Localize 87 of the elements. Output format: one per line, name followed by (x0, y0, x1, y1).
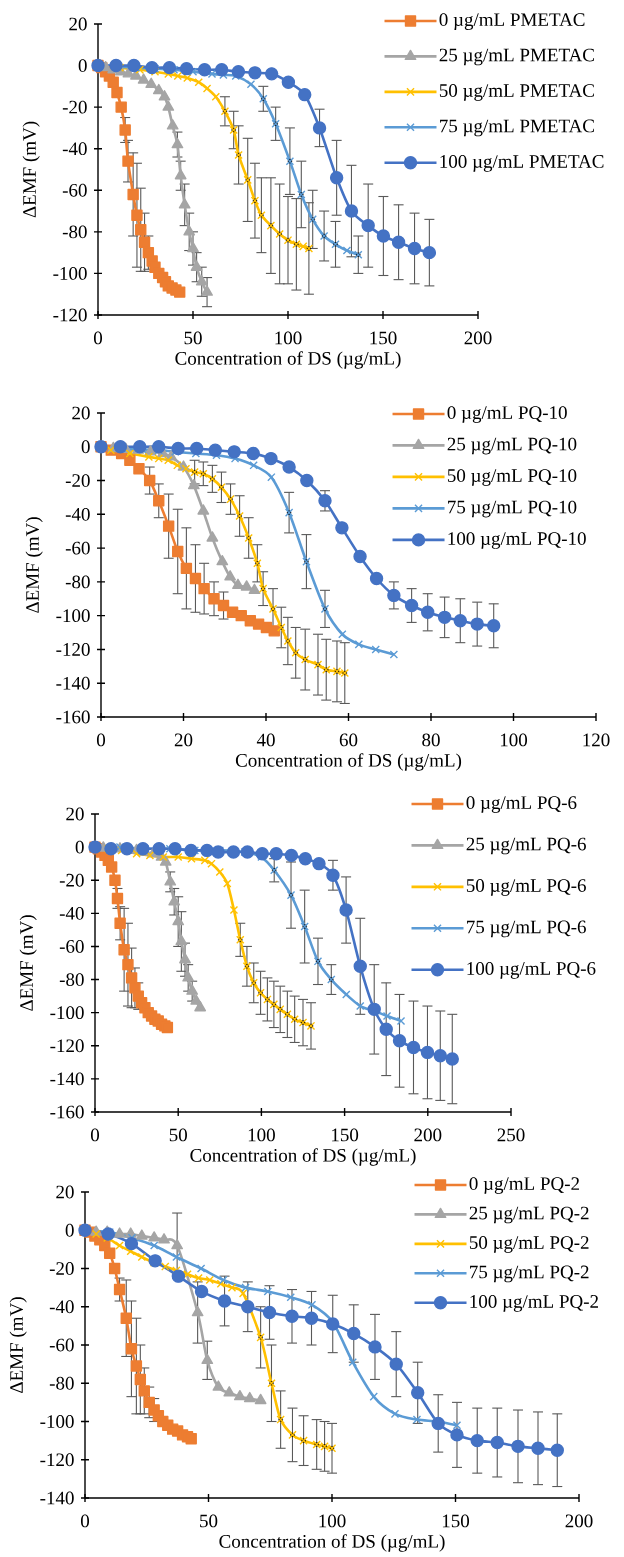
legend-label: 100 µg/mL PQ-6 (467, 962, 596, 979)
y-tick-label: -80 (65, 575, 90, 589)
y-tick-label: 0 (65, 1223, 74, 1237)
y-tick-label: -60 (62, 183, 87, 197)
y-tick-label: -100 (53, 267, 87, 280)
y-tick-label: -140 (50, 1072, 84, 1086)
x-tick-label: 0 (96, 733, 106, 747)
legend-label: 100 µg/mL PMETAC (440, 155, 604, 172)
y-tick-label: -40 (62, 142, 87, 156)
y-tick-label: -140 (56, 676, 90, 690)
y-tick-label: -20 (49, 1262, 74, 1275)
y-tick-label: -100 (56, 609, 90, 623)
legend-label: 25 µg/mL PQ-2 (469, 1206, 589, 1224)
legend-label: 50 µg/mL PQ-10 (447, 469, 577, 486)
y-tick-label: 20 (72, 406, 90, 420)
x-tick-label: 200 (464, 331, 492, 345)
x-tick-label: 200 (414, 1128, 442, 1142)
y-tick-label: -80 (59, 973, 84, 986)
x-tick-label: 150 (332, 1128, 359, 1142)
y-tick-label: -120 (53, 308, 87, 322)
y-tick-label: -40 (65, 507, 90, 521)
x-tick-label: 50 (200, 1514, 218, 1528)
x-axis-title: Concentration of DS (µg/mL) (175, 351, 401, 369)
legend-label: 0 µg/mL PQ-2 (469, 1177, 579, 1194)
y-tick-label: -160 (50, 1105, 84, 1119)
x-tick-label: 0 (90, 1128, 100, 1142)
x-tick-label: 100 (500, 733, 528, 747)
legend-label: 75 µg/mL PQ-2 (470, 1265, 589, 1283)
x-tick-label: 100 (319, 1514, 346, 1528)
y-axis-title: ΔEMF (mV) (9, 1297, 27, 1393)
y-tick-label: -20 (65, 474, 90, 487)
legend-label: 0 µg/mL PMETAC (439, 13, 585, 30)
x-axis-title: Concentration of DS (µg/mL) (219, 1534, 445, 1552)
x-tick-label: 80 (422, 733, 440, 747)
y-tick-label: 20 (66, 807, 84, 821)
y-tick-label: -120 (50, 1039, 84, 1053)
y-tick-label: 0 (75, 840, 84, 854)
y-axis-title: ΔEMF (mV) (22, 121, 40, 218)
y-tick-label: 0 (78, 59, 87, 72)
y-axis-title: ΔEMF (mV) (19, 915, 37, 1011)
x-tick-label: 40 (256, 733, 275, 747)
x-tick-label: 60 (339, 733, 358, 747)
legend-label: 75 µg/mL PQ-10 (448, 500, 577, 518)
x-tick-label: 0 (93, 331, 103, 345)
y-tick-label: -60 (49, 1338, 74, 1352)
legend-label: 75 µg/mL PMETAC (440, 119, 594, 137)
y-tick-label: -140 (40, 1491, 74, 1505)
legend-label: 25 µg/mL PQ-6 (466, 837, 586, 855)
x-axis-title: Concentration of DS (µg/mL) (190, 1148, 416, 1166)
y-tick-label: -20 (59, 873, 84, 887)
legend-label: 25 µg/mL PMETAC (439, 48, 594, 66)
legend-label: 75 µg/mL PQ-6 (467, 920, 586, 938)
x-tick-label: 150 (370, 331, 397, 345)
y-tick-label: 20 (69, 17, 87, 31)
x-tick-label: 50 (184, 331, 202, 345)
y-tick-label: -120 (56, 643, 90, 656)
legend-label: 0 µg/mL PQ-10 (447, 406, 567, 423)
legend-label: 50 µg/mL PQ-6 (466, 879, 586, 896)
y-tick-label: -100 (50, 1006, 84, 1020)
y-tick-label: 20 (56, 1185, 74, 1199)
legend-label: 0 µg/mL PQ-6 (466, 796, 577, 813)
x-tick-label: 120 (583, 733, 610, 747)
x-tick-label: 200 (565, 1514, 593, 1528)
y-tick-label: -20 (62, 100, 87, 114)
x-tick-label: 50 (169, 1128, 187, 1142)
x-tick-label: 150 (442, 1514, 470, 1528)
x-tick-label: 100 (275, 331, 302, 345)
y-tick-label: -40 (49, 1300, 74, 1314)
y-tick-label: -40 (59, 906, 84, 920)
y-tick-label: -100 (40, 1415, 74, 1428)
y-tick-label: -60 (65, 541, 90, 555)
y-axis-title: ΔEMF (mV) (25, 517, 43, 613)
y-tick-label: -80 (62, 225, 87, 239)
legend-label: 100 µg/mL PQ-2 (470, 1295, 598, 1312)
y-tick-label: -120 (40, 1453, 74, 1467)
legend-label: 25 µg/mL PQ-10 (447, 437, 577, 455)
x-tick-label: 20 (174, 733, 193, 747)
x-axis-title: Concentration of DS (µg/mL) (235, 753, 462, 771)
legend-label: 50 µg/mL PMETAC (439, 84, 594, 101)
y-tick-label: -160 (56, 710, 90, 724)
x-tick-label: 100 (248, 1128, 275, 1142)
y-tick-label: -60 (59, 940, 84, 953)
y-tick-label: -80 (49, 1376, 74, 1390)
x-tick-label: 250 (497, 1128, 525, 1142)
legend-label: 50 µg/mL PQ-2 (469, 1236, 589, 1253)
legend-label: 100 µg/mL PQ-10 (448, 532, 586, 549)
y-tick-label: 0 (81, 440, 90, 454)
